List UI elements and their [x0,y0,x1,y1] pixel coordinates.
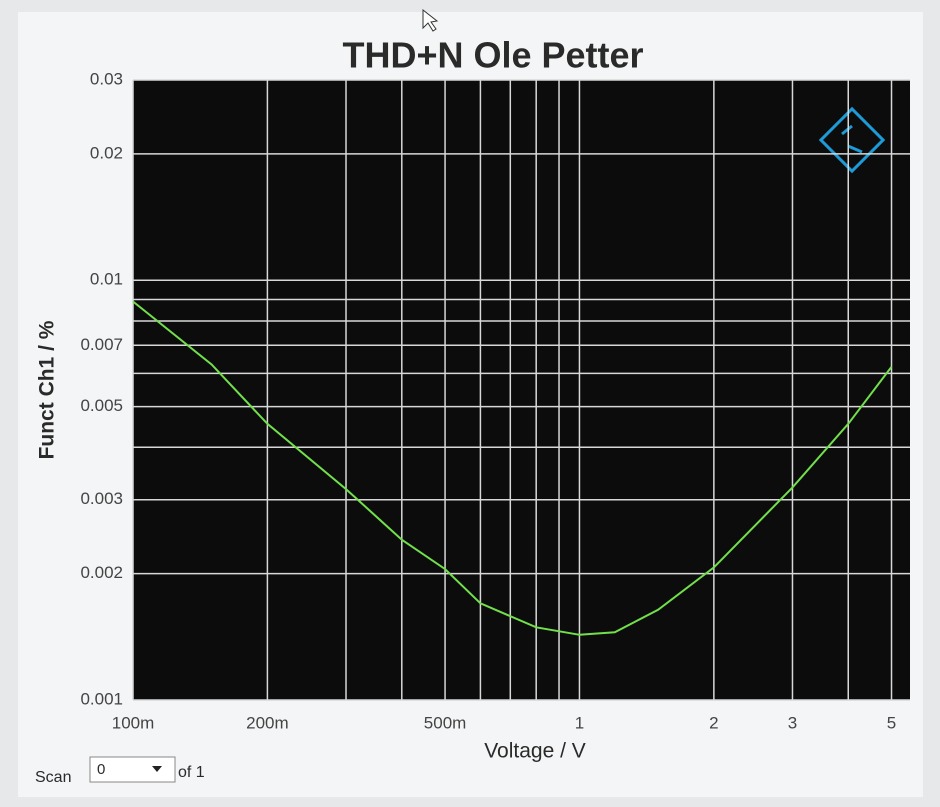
x-tick-label: 5 [887,713,896,732]
plot-area [133,80,910,700]
x-tick-label: 200m [246,713,289,732]
y-tick-label: 0.005 [80,396,123,415]
x-axis-label: Voltage / V [484,740,586,763]
y-tick-label: 0.001 [80,689,123,708]
cursor [422,8,439,32]
dropdown-arrow [152,766,162,772]
chart-title: THD+N Ole Petter [342,35,643,76]
y-tick-label: 0.02 [90,143,123,162]
scan-control: Scan 0 of 1 [35,756,205,786]
y-tick-label: 0.003 [80,489,123,508]
x-tick-label: 3 [788,713,797,732]
y-tick-label: 0.007 [80,335,123,354]
x-tick-label: 1 [575,713,584,732]
scan-suffix: of 1 [178,764,205,781]
rs-logo [818,106,886,174]
scan-value: 0 [97,761,105,778]
y-tick-label: 0.002 [80,563,123,582]
data-line [132,300,893,636]
x-tick-label: 2 [709,713,718,732]
y-axis-label: Funct Ch1 / % [36,320,59,459]
scan-select[interactable] [89,756,176,783]
x-tick-label: 100m [112,713,155,732]
x-tick-label: 500m [424,713,467,732]
y-tick-label: 0.03 [90,69,123,88]
scan-label: Scan [35,769,71,786]
y-tick-label: 0.01 [90,270,123,289]
